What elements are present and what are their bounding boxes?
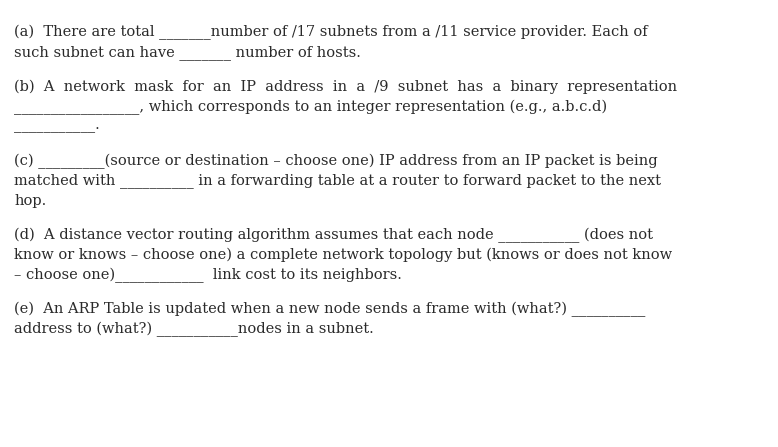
Text: know or knows – choose one) a complete network topology but (knows or does not k: know or knows – choose one) a complete n… — [14, 248, 672, 262]
Text: (a)  There are total _______number of /17 subnets from a /11 service provider. E: (a) There are total _______number of /17… — [14, 25, 647, 40]
Text: address to (what?) ___________nodes in a subnet.: address to (what?) ___________nodes in a… — [14, 322, 373, 337]
Text: _________________, which corresponds to an integer representation (e.g., a.b.c.d: _________________, which corresponds to … — [14, 99, 607, 114]
Text: (e)  An ARP Table is updated when a new node sends a frame with (what?) ________: (e) An ARP Table is updated when a new n… — [14, 302, 646, 317]
Text: (b)  A  network  mask  for  an  IP  address  in  a  /9  subnet  has  a  binary  : (b) A network mask for an IP address in … — [14, 79, 677, 93]
Text: ___________.: ___________. — [14, 119, 100, 134]
Text: (c) _________(source or destination – choose one) IP address from an IP packet i: (c) _________(source or destination – ch… — [14, 153, 657, 169]
Text: – choose one)____________  link cost to its neighbors.: – choose one)____________ link cost to i… — [14, 268, 402, 283]
Text: hop.: hop. — [14, 194, 46, 208]
Text: (d)  A distance vector routing algorithm assumes that each node ___________ (doe: (d) A distance vector routing algorithm … — [14, 228, 653, 243]
Text: such subnet can have _______ number of hosts.: such subnet can have _______ number of h… — [14, 45, 361, 60]
Text: matched with __________ in a forwarding table at a router to forward packet to t: matched with __________ in a forwarding … — [14, 173, 661, 189]
